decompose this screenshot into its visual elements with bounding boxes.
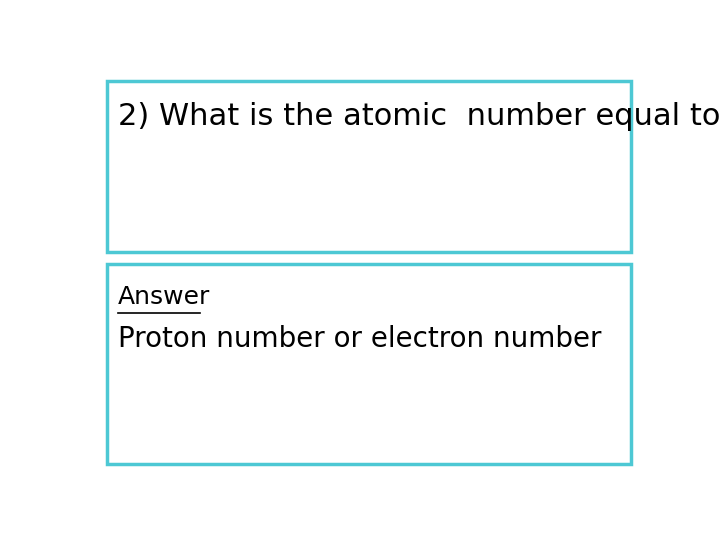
Text: Answer: Answer	[118, 285, 210, 309]
Text: Proton number or electron number: Proton number or electron number	[118, 325, 601, 353]
Text: 2) What is the atomic  number equal to. (2): 2) What is the atomic number equal to. (…	[118, 102, 720, 131]
FancyBboxPatch shape	[107, 82, 631, 252]
FancyBboxPatch shape	[107, 265, 631, 464]
